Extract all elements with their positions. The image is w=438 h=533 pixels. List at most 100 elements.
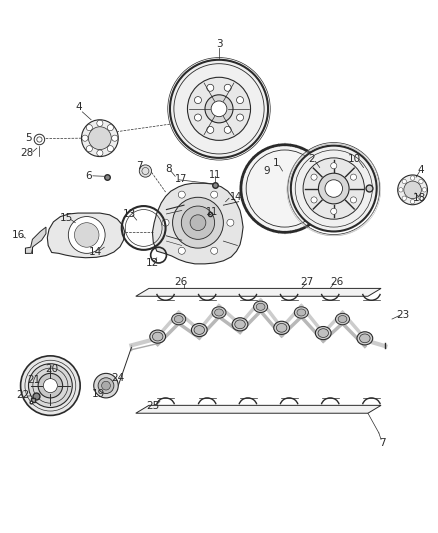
Text: 18: 18 [413,193,426,203]
Circle shape [86,125,92,131]
Circle shape [402,179,406,184]
Circle shape [205,95,233,123]
Circle shape [38,374,63,398]
Ellipse shape [360,334,370,343]
Ellipse shape [338,316,347,322]
Ellipse shape [235,320,245,329]
Circle shape [98,378,114,393]
Circle shape [224,126,231,133]
Text: 11: 11 [206,207,219,217]
Text: 21: 21 [28,375,41,385]
Ellipse shape [254,301,268,312]
Circle shape [419,179,423,184]
Circle shape [404,181,421,199]
Circle shape [178,191,185,198]
Circle shape [224,84,231,91]
Circle shape [303,158,364,219]
Text: 15: 15 [60,213,73,223]
Circle shape [237,96,244,103]
Circle shape [82,135,88,141]
Text: 14: 14 [230,192,242,203]
Circle shape [291,146,377,231]
Polygon shape [47,213,125,258]
Circle shape [173,197,223,248]
Circle shape [227,219,234,226]
Polygon shape [152,183,243,264]
Ellipse shape [150,330,166,343]
Ellipse shape [152,332,163,341]
Ellipse shape [357,332,373,345]
Circle shape [97,150,103,156]
Text: 7: 7 [136,161,143,171]
Text: 5: 5 [25,133,32,143]
Circle shape [350,174,357,180]
Circle shape [325,180,343,197]
Circle shape [107,146,113,152]
Circle shape [399,188,403,192]
Circle shape [181,206,215,239]
Text: 16: 16 [12,230,25,240]
Ellipse shape [318,329,328,337]
Circle shape [81,120,118,157]
Text: 27: 27 [300,277,313,287]
Text: 9: 9 [264,166,271,176]
Circle shape [422,188,427,192]
Text: 25: 25 [146,401,159,411]
Circle shape [102,381,110,390]
Ellipse shape [315,327,331,340]
Circle shape [112,135,118,141]
Circle shape [107,125,113,131]
Text: 22: 22 [16,390,29,400]
Text: 19: 19 [92,389,105,399]
Text: 8: 8 [165,164,172,174]
Circle shape [88,127,111,150]
Circle shape [194,114,201,121]
Ellipse shape [172,313,186,325]
Ellipse shape [174,316,183,322]
Ellipse shape [294,307,308,318]
Circle shape [74,223,99,247]
Circle shape [419,196,423,200]
Circle shape [162,219,169,226]
Text: 20: 20 [45,364,58,374]
Circle shape [402,196,406,200]
Polygon shape [136,288,381,296]
Polygon shape [136,405,381,413]
Circle shape [43,378,57,393]
Circle shape [190,215,206,231]
Circle shape [94,374,118,398]
Circle shape [68,216,105,253]
Ellipse shape [336,313,350,325]
Text: 17: 17 [175,174,187,184]
Circle shape [207,126,214,133]
Circle shape [21,356,80,415]
Ellipse shape [256,303,265,310]
Ellipse shape [191,324,207,336]
Text: 4: 4 [75,102,82,111]
Text: 6: 6 [85,171,92,181]
Circle shape [207,84,214,91]
Circle shape [211,101,227,117]
Circle shape [241,145,328,232]
Ellipse shape [276,324,287,332]
Circle shape [139,165,152,177]
Text: 1: 1 [272,158,279,168]
Circle shape [410,199,415,204]
Text: 26: 26 [174,277,187,287]
Circle shape [86,146,92,152]
Polygon shape [25,227,46,253]
Ellipse shape [212,307,226,318]
Text: 24: 24 [112,373,125,383]
Text: 4: 4 [417,165,424,175]
Text: 14: 14 [89,247,102,256]
Text: 10: 10 [348,154,361,164]
Circle shape [311,174,317,180]
Circle shape [331,208,337,214]
Circle shape [187,77,251,140]
Circle shape [410,176,415,180]
Ellipse shape [194,326,205,334]
Circle shape [311,197,317,203]
Text: 12: 12 [146,258,159,268]
Text: 11: 11 [208,169,221,180]
Ellipse shape [232,318,248,331]
